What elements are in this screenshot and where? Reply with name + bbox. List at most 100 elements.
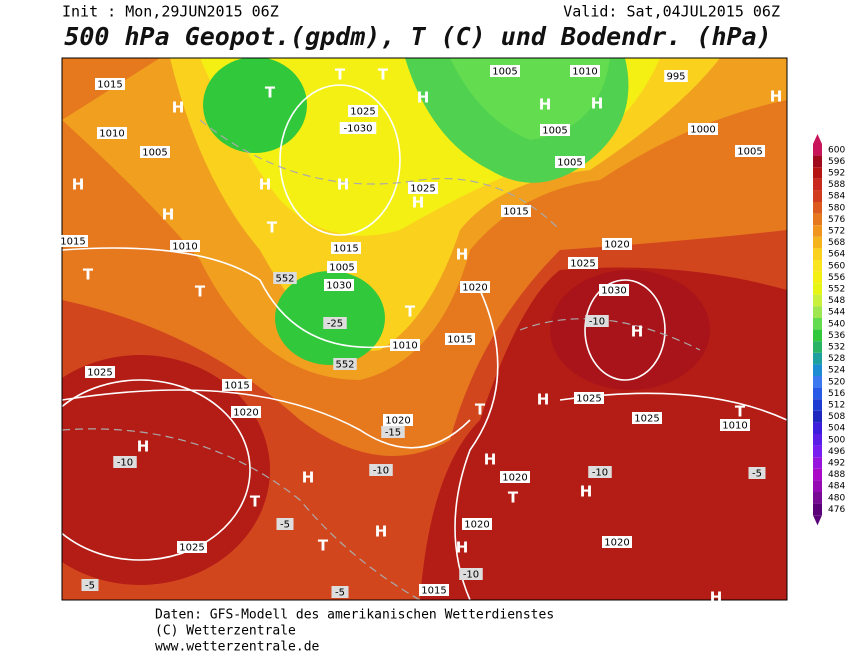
label-box bbox=[276, 518, 294, 530]
isobar-label: 1030 bbox=[601, 286, 626, 297]
label-box bbox=[381, 426, 405, 438]
colorbar: 6005965925885845805765725685645605565525… bbox=[813, 134, 845, 526]
colorbar-swatch bbox=[813, 248, 822, 260]
label-box bbox=[327, 261, 357, 273]
pressure-center: T bbox=[250, 493, 261, 511]
pressure-center: H bbox=[375, 523, 388, 541]
colorbar-swatch bbox=[813, 341, 822, 353]
colorbar-swatch bbox=[813, 271, 822, 284]
colorbar-label: 588 bbox=[828, 180, 845, 190]
label-box bbox=[568, 257, 598, 269]
label-box bbox=[348, 105, 378, 117]
label-box bbox=[748, 467, 766, 479]
isotherm-label: -10 bbox=[589, 317, 605, 328]
footer-line: Daten: GFS-Modell des amerikanischen Wet… bbox=[155, 608, 554, 623]
pressure-center: H bbox=[631, 323, 644, 341]
colorbar-label: 512 bbox=[828, 401, 845, 411]
isotherm-label: -10 bbox=[463, 570, 479, 581]
pressure-center: T bbox=[83, 266, 94, 284]
init-time: Init : Mon,29JUN2015 06Z bbox=[62, 3, 279, 21]
colorbar-label: 536 bbox=[828, 331, 845, 341]
isobar-label: 1020 bbox=[462, 283, 487, 294]
colorbar-swatch bbox=[813, 410, 822, 423]
label-box bbox=[324, 279, 354, 291]
isobar-label: 1015 bbox=[503, 207, 528, 218]
isotherm-label: -25 bbox=[327, 319, 343, 330]
pressure-center: H bbox=[337, 176, 350, 194]
colorbar-swatch bbox=[813, 468, 822, 481]
label-box bbox=[490, 65, 520, 77]
isobar-label: 1010 bbox=[392, 341, 417, 352]
isobar-label: 1025 bbox=[410, 184, 435, 195]
pressure-center: T bbox=[378, 66, 389, 84]
label-box bbox=[632, 412, 662, 424]
colorbar-swatch bbox=[813, 434, 822, 446]
label-box bbox=[419, 584, 449, 596]
colorbar-arrow bbox=[813, 515, 822, 526]
isobar-label: 1015 bbox=[60, 237, 85, 248]
label-box bbox=[97, 127, 127, 139]
isobar-label: 1005 bbox=[542, 126, 567, 137]
label-box bbox=[574, 392, 604, 404]
isobar-label: 1025 bbox=[350, 107, 375, 118]
colorbar-label: 552 bbox=[828, 285, 845, 295]
isotherm-label: -5 bbox=[280, 520, 290, 531]
isobar-label: 1010 bbox=[722, 421, 747, 432]
label-box bbox=[58, 235, 88, 247]
colorbar-swatch bbox=[813, 329, 822, 342]
label-box bbox=[81, 579, 99, 591]
label-box bbox=[720, 419, 750, 431]
pressure-center: T bbox=[335, 66, 346, 84]
pressure-center: T bbox=[195, 283, 206, 301]
colorbar-label: 488 bbox=[828, 470, 845, 480]
valid-time: Valid: Sat,04JUL2015 06Z bbox=[563, 3, 780, 21]
label-box bbox=[390, 339, 420, 351]
isotherm-label: -5 bbox=[85, 581, 95, 592]
label-box bbox=[462, 518, 492, 530]
label-box bbox=[177, 541, 207, 553]
colorbar-label: 544 bbox=[828, 308, 845, 318]
pressure-center: H bbox=[537, 391, 550, 409]
pressure-center: T bbox=[475, 401, 486, 419]
isotherm-label: 552 bbox=[335, 360, 354, 371]
label-box bbox=[500, 471, 530, 483]
label-box bbox=[95, 78, 125, 90]
pressure-center: H bbox=[72, 176, 85, 194]
pressure-center: H bbox=[456, 539, 469, 557]
label-box bbox=[459, 568, 483, 580]
isobar-label: 1020 bbox=[464, 520, 489, 531]
pressure-center: T bbox=[735, 403, 746, 421]
colorbar-swatch bbox=[813, 260, 822, 272]
isobar-label: 1005 bbox=[557, 158, 582, 169]
colorbar-label: 492 bbox=[828, 459, 845, 469]
pressure-center: H bbox=[162, 206, 175, 224]
pressure-center: H bbox=[580, 483, 593, 501]
pressure-center: H bbox=[484, 451, 497, 469]
isotherms bbox=[62, 119, 701, 600]
pressure-center: H bbox=[456, 246, 469, 264]
label-box bbox=[369, 464, 393, 476]
label-box bbox=[602, 238, 632, 250]
map-frame bbox=[61, 57, 788, 601]
label-box bbox=[85, 366, 115, 378]
label-box bbox=[383, 414, 413, 426]
pressure-center: H bbox=[259, 176, 272, 194]
isotherm-label: -5 bbox=[335, 588, 345, 599]
colorbar-label: 528 bbox=[828, 354, 845, 364]
pressure-center: H bbox=[302, 469, 315, 487]
colorbar-swatch bbox=[813, 387, 822, 400]
label-box bbox=[333, 358, 357, 370]
isotherm-label: 552 bbox=[275, 274, 294, 285]
colorbar-swatch bbox=[813, 376, 822, 388]
pressure-center: H bbox=[770, 88, 783, 106]
pressure-center: H bbox=[591, 95, 604, 113]
isobar-label: 995 bbox=[666, 72, 685, 83]
colorbar-label: 548 bbox=[828, 296, 845, 306]
isobar-label: 1020 bbox=[604, 538, 629, 549]
isobar-label: 1010 bbox=[99, 129, 124, 140]
colorbar-label: 592 bbox=[828, 169, 845, 179]
isobar-label: 1020 bbox=[385, 416, 410, 427]
colorbar-swatch bbox=[813, 294, 822, 307]
pressure-center: H bbox=[539, 96, 552, 114]
